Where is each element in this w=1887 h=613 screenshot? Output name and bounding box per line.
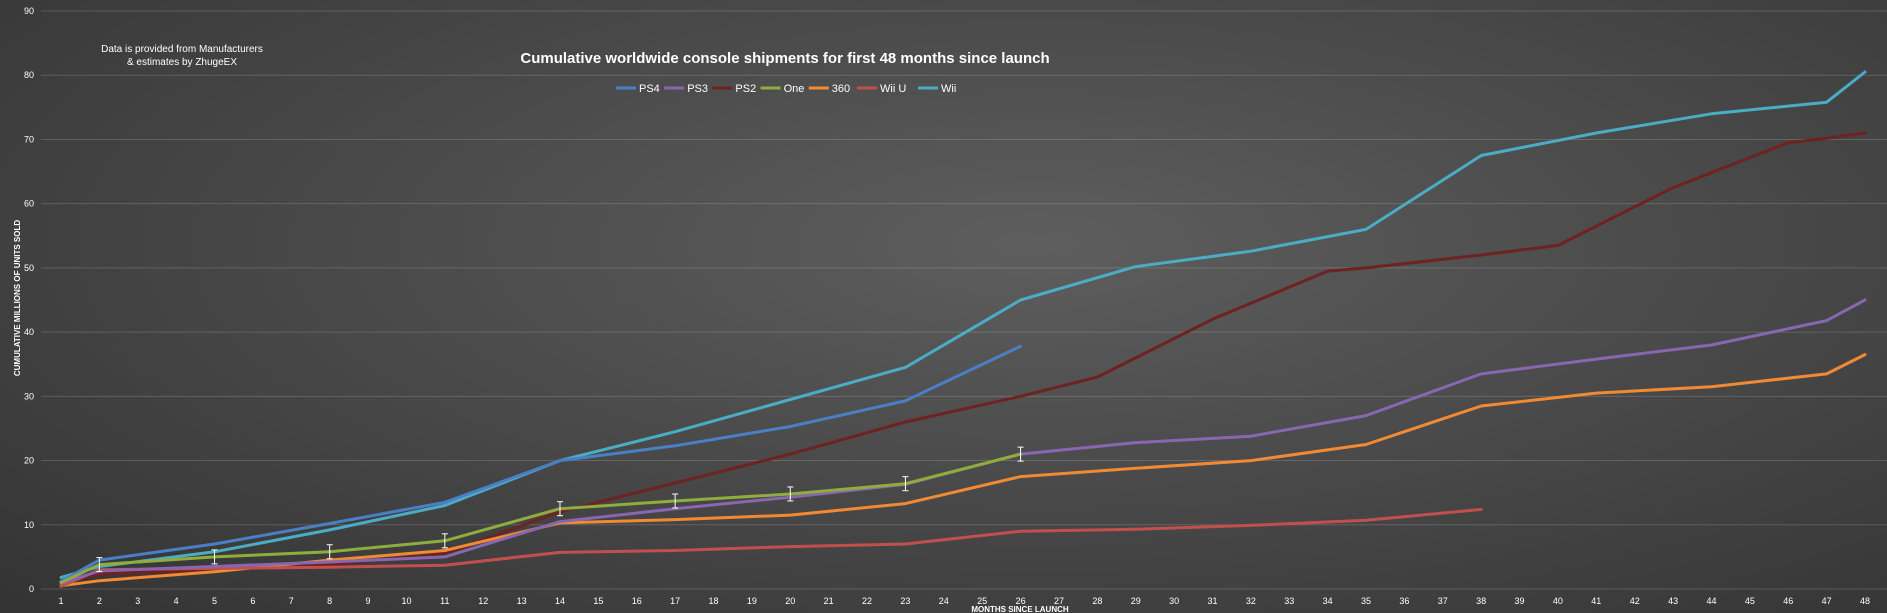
x-tick-label: 45 bbox=[1745, 596, 1755, 606]
x-tick-label: 12 bbox=[478, 596, 488, 606]
x-tick-label: 6 bbox=[250, 596, 255, 606]
series-line-ps3 bbox=[59, 298, 1867, 585]
y-tick-label: 10 bbox=[24, 520, 34, 530]
x-tick-label: 28 bbox=[1092, 596, 1102, 606]
series-line-ps2 bbox=[59, 131, 1867, 585]
y-tick-label: 20 bbox=[24, 456, 34, 466]
x-tick-label: 7 bbox=[289, 596, 294, 606]
x-tick-label: 11 bbox=[440, 596, 449, 606]
series-lines bbox=[59, 70, 1867, 588]
x-tick-label: 22 bbox=[862, 596, 872, 606]
series-line-one bbox=[59, 452, 1023, 585]
legend-label-ps4: PS4 bbox=[639, 83, 660, 95]
x-tick-label: 36 bbox=[1399, 596, 1409, 606]
x-tick-label: 2 bbox=[97, 596, 102, 606]
y-axis-label: CUMULATIVE MILLIONS OF UNITS SOLD bbox=[13, 220, 22, 377]
x-tick-label: 16 bbox=[632, 596, 642, 606]
y-tick-label: 30 bbox=[24, 391, 34, 401]
x-tick-label: 33 bbox=[1284, 596, 1294, 606]
x-tick-label: 47 bbox=[1822, 596, 1832, 606]
x-tick-labels: 1 2 3 4 5 6 7 8 9 10 11 12 13 14 15 16 17 18 19 20 21 22 23 24 2… bbox=[58, 596, 1870, 606]
legend-label-ps3: PS3 bbox=[687, 83, 708, 95]
x-tick-label: 41 bbox=[1591, 596, 1601, 606]
x-tick-label: 25 bbox=[977, 596, 987, 606]
x-tick-label: 27 bbox=[1054, 596, 1064, 606]
y-tick-labels: 0 10 20 30 40 50 60 70 80 90 bbox=[24, 6, 34, 594]
x-tick-label: 18 bbox=[709, 596, 719, 606]
x-tick-label: 4 bbox=[174, 596, 179, 606]
x-tick-label: 20 bbox=[785, 596, 795, 606]
x-tick-label: 14 bbox=[555, 596, 565, 606]
x-tick-label: 24 bbox=[939, 596, 949, 606]
series-line-wii bbox=[59, 70, 1867, 579]
y-tick-label: 40 bbox=[24, 327, 34, 337]
legend-label-one: One bbox=[784, 83, 805, 95]
x-tick-label: 1 bbox=[58, 596, 63, 606]
y-tick-label: 50 bbox=[24, 263, 34, 273]
x-tick-label: 10 bbox=[401, 596, 411, 606]
x-tick-label: 35 bbox=[1361, 596, 1371, 606]
x-tick-label: 5 bbox=[212, 596, 217, 606]
y-tick-label: 60 bbox=[24, 199, 34, 209]
x-tick-label: 42 bbox=[1630, 596, 1640, 606]
x-tick-label: 40 bbox=[1553, 596, 1563, 606]
error-bars bbox=[96, 446, 1024, 573]
x-tick-label: 39 bbox=[1515, 596, 1525, 606]
legend-label-wii-u: Wii U bbox=[880, 83, 906, 95]
x-tick-label: 13 bbox=[517, 596, 527, 606]
x-tick-label: 30 bbox=[1169, 596, 1179, 606]
x-axis-label: MONTHS SINCE LAUNCH bbox=[971, 605, 1069, 613]
x-tick-label: 17 bbox=[670, 596, 680, 606]
legend-label-360: 360 bbox=[832, 83, 850, 95]
x-tick-label: 44 bbox=[1706, 596, 1716, 606]
source-note-line-1: Data is provided from Manufacturers bbox=[101, 44, 263, 55]
x-tick-label: 3 bbox=[135, 596, 140, 606]
legend-label-ps2: PS2 bbox=[735, 83, 756, 95]
y-tick-label: 90 bbox=[24, 6, 34, 16]
legend-label-wii: Wii bbox=[941, 83, 956, 95]
series-line-ps4 bbox=[59, 344, 1023, 583]
x-tick-label: 48 bbox=[1860, 596, 1870, 606]
chart-title: Cumulative worldwide console shipments f… bbox=[520, 50, 1049, 67]
x-tick-label: 19 bbox=[747, 596, 757, 606]
x-tick-label: 31 bbox=[1207, 596, 1217, 606]
x-tick-label: 9 bbox=[366, 596, 371, 606]
x-tick-label: 32 bbox=[1246, 596, 1256, 606]
x-tick-label: 46 bbox=[1783, 596, 1793, 606]
y-tick-label: 70 bbox=[24, 134, 34, 144]
legend: PS4 PS3 PS2 One 360 Wii U Wii bbox=[616, 83, 956, 95]
x-tick-label: 26 bbox=[1016, 596, 1026, 606]
y-tick-label: 80 bbox=[24, 70, 34, 80]
x-tick-label: 37 bbox=[1438, 596, 1448, 606]
grid-lines bbox=[41, 10, 1887, 590]
x-tick-label: 21 bbox=[824, 596, 834, 606]
x-tick-label: 34 bbox=[1323, 596, 1333, 606]
x-tick-label: 8 bbox=[327, 596, 332, 606]
y-tick-label: 0 bbox=[29, 584, 34, 594]
series-line-wii-u bbox=[59, 507, 1483, 588]
x-tick-label: 15 bbox=[593, 596, 603, 606]
source-note-line-2: & estimates by ZhugeEX bbox=[127, 57, 237, 68]
x-tick-label: 43 bbox=[1668, 596, 1678, 606]
x-tick-label: 29 bbox=[1131, 596, 1141, 606]
x-tick-label: 23 bbox=[900, 596, 910, 606]
x-tick-label: 38 bbox=[1476, 596, 1486, 606]
